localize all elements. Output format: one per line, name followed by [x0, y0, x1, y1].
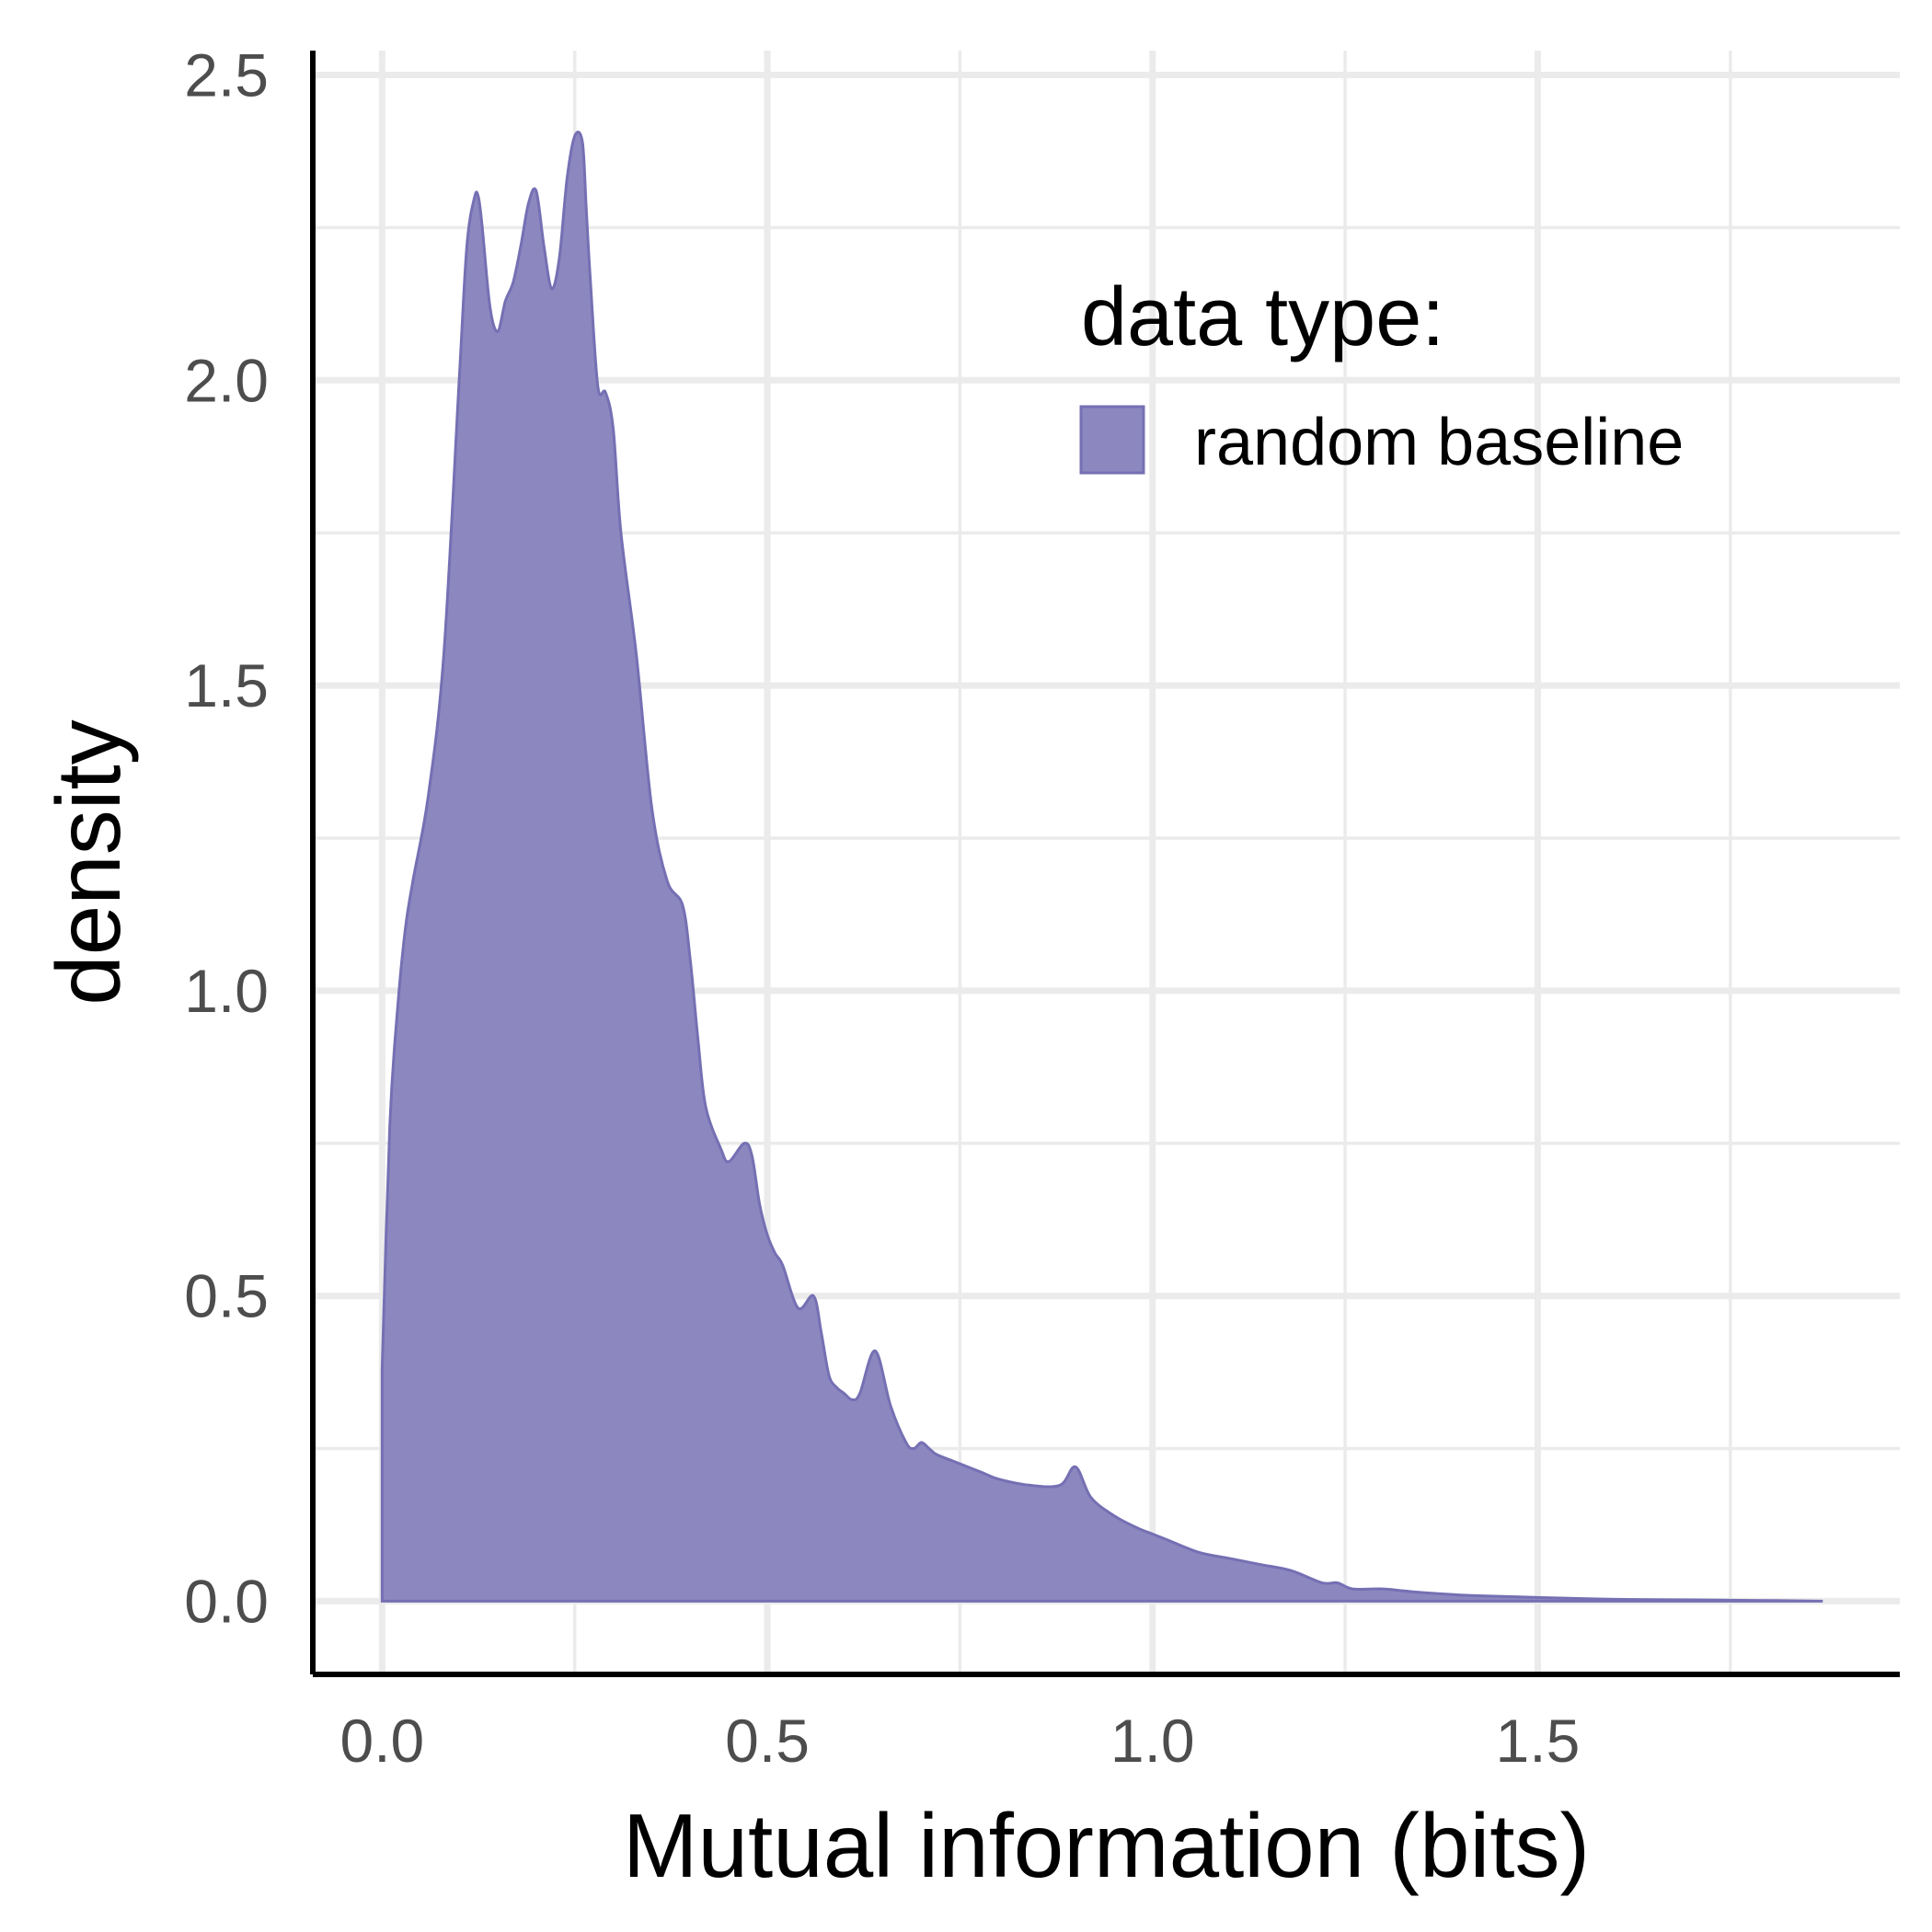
y-axis-title: density [38, 719, 139, 1006]
y-tick-label: 0.5 [184, 1262, 269, 1330]
legend-title: data type: [1081, 271, 1444, 363]
density-area-random-baseline [380, 131, 1823, 1603]
legend-label-random-baseline: random baseline [1194, 406, 1684, 479]
y-tick-label: 2.0 [184, 346, 269, 414]
x-tick-label: 0.0 [339, 1707, 424, 1775]
x-tick-label: 1.5 [1496, 1707, 1581, 1775]
y-tick-label: 1.0 [184, 957, 269, 1025]
y-tick-label: 2.5 [184, 41, 269, 109]
x-axis-ticks: 0.0 0.5 1.0 1.5 [339, 1707, 1580, 1775]
x-tick-label: 1.0 [1110, 1707, 1195, 1775]
y-axis-ticks: 0.0 0.5 1.0 1.5 2.0 2.5 [184, 41, 269, 1636]
legend-swatch-random-baseline [1079, 405, 1145, 475]
legend: data type: random baseline [1079, 271, 1684, 479]
x-axis-title: Mutual information (bits) [623, 1795, 1590, 1896]
y-tick-label: 0.0 [184, 1567, 269, 1635]
y-tick-label: 1.5 [184, 651, 269, 719]
x-tick-label: 0.5 [725, 1707, 810, 1775]
